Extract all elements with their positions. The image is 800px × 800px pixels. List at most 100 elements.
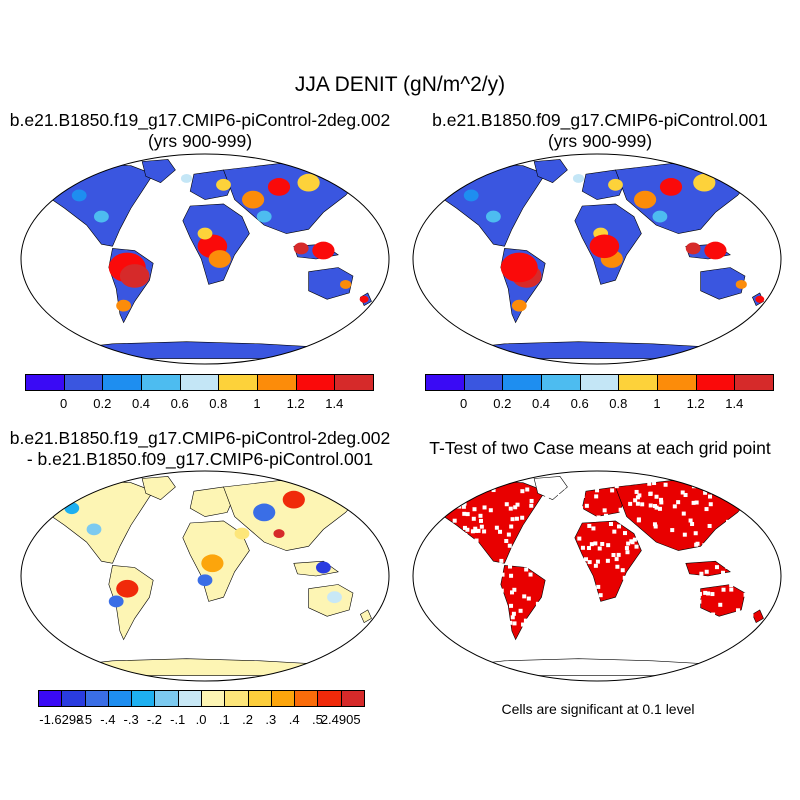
map-border bbox=[412, 153, 782, 365]
colorbar-label: -.4 bbox=[100, 712, 116, 727]
nonsignificant-cell bbox=[648, 503, 653, 508]
data-hotspot bbox=[634, 190, 657, 209]
nonsignificant-cell bbox=[577, 493, 582, 498]
nonsignificant-cell bbox=[677, 575, 682, 580]
nonsignificant-cell bbox=[463, 546, 468, 551]
nonsignificant-cell bbox=[467, 547, 472, 552]
nonsignificant-cell bbox=[716, 542, 721, 547]
nonsignificant-cell bbox=[549, 578, 554, 583]
nonsignificant-cell bbox=[461, 490, 466, 495]
nonsignificant-cell bbox=[596, 515, 601, 520]
colorbar-swatch bbox=[734, 374, 774, 391]
nonsignificant-cell bbox=[598, 593, 603, 598]
nonsignificant-cell bbox=[479, 592, 484, 597]
nonsignificant-cell bbox=[634, 489, 639, 494]
nonsignificant-cell bbox=[436, 533, 441, 538]
nonsignificant-cell bbox=[655, 576, 660, 581]
nonsignificant-cell bbox=[455, 533, 460, 538]
continent-australia bbox=[308, 267, 354, 300]
nonsignificant-cell bbox=[537, 527, 542, 532]
nonsignificant-cell bbox=[591, 526, 596, 531]
colorbar-swatch bbox=[141, 374, 181, 391]
nonsignificant-cell bbox=[488, 481, 493, 486]
nonsignificant-cell bbox=[735, 608, 740, 613]
data-hotspot bbox=[652, 210, 668, 223]
nonsignificant-cell bbox=[512, 561, 517, 566]
nonsignificant-cell bbox=[699, 571, 704, 576]
nonsignificant-cell bbox=[460, 618, 465, 623]
nonsignificant-cell bbox=[683, 493, 688, 498]
nonsignificant-cell bbox=[474, 538, 479, 543]
colorbar-swatch bbox=[579, 374, 620, 391]
nonsignificant-cell bbox=[455, 499, 460, 504]
nonsignificant-cell bbox=[593, 563, 598, 568]
nonsignificant-cell bbox=[634, 544, 639, 549]
continent-northAmerica bbox=[45, 163, 154, 247]
nonsignificant-cell bbox=[525, 487, 530, 492]
nonsignificant-cell bbox=[539, 533, 544, 538]
data-hotspot bbox=[197, 574, 213, 587]
nonsignificant-cell bbox=[697, 599, 702, 604]
nonsignificant-cell bbox=[633, 498, 638, 503]
panel-title-diff: b.e21.B1850.f19_g17.CMIP6-piControl-2deg… bbox=[0, 428, 400, 470]
nonsignificant-cell bbox=[509, 524, 514, 529]
data-hotspot bbox=[297, 173, 320, 192]
nonsignificant-cell bbox=[577, 536, 582, 541]
data-hotspot bbox=[119, 264, 150, 288]
nonsignificant-cell bbox=[648, 491, 653, 496]
nonsignificant-cell bbox=[548, 532, 553, 537]
data-hotspot bbox=[685, 242, 701, 255]
panel-title-line: T-Test of two Case means at each grid po… bbox=[429, 438, 771, 458]
nonsignificant-cell bbox=[654, 494, 659, 499]
nonsignificant-cell bbox=[479, 524, 484, 529]
nonsignificant-cell bbox=[573, 584, 578, 589]
nonsignificant-cell bbox=[620, 568, 625, 573]
nonsignificant-cell bbox=[691, 500, 696, 505]
nonsignificant-cell bbox=[541, 484, 546, 489]
data-hotspot bbox=[256, 210, 272, 223]
nonsignificant-cell bbox=[609, 603, 614, 608]
nonsignificant-cell bbox=[511, 611, 516, 616]
nonsignificant-cell bbox=[558, 597, 563, 602]
nonsignificant-cell bbox=[504, 502, 509, 507]
nonsignificant-cell bbox=[550, 540, 555, 545]
nonsignificant-cell bbox=[640, 502, 645, 507]
data-hotspot bbox=[735, 280, 747, 289]
colorbar-swatch bbox=[224, 690, 249, 707]
nonsignificant-cell bbox=[589, 602, 594, 607]
data-hotspot bbox=[116, 299, 131, 312]
nonsignificant-cell bbox=[524, 532, 529, 537]
nonsignificant-cell bbox=[523, 627, 528, 632]
nonsignificant-cell bbox=[487, 480, 492, 485]
nonsignificant-cell bbox=[465, 512, 470, 517]
nonsignificant-cell bbox=[589, 542, 594, 547]
nonsignificant-cell bbox=[508, 506, 513, 511]
nonsignificant-cell bbox=[522, 623, 527, 628]
nonsignificant-cell bbox=[595, 559, 600, 564]
nonsignificant-cell bbox=[434, 547, 439, 552]
nonsignificant-cell bbox=[652, 522, 657, 527]
colorbar-swatch bbox=[201, 690, 226, 707]
nonsignificant-cell bbox=[752, 481, 757, 486]
nonsignificant-cell bbox=[610, 488, 615, 493]
nonsignificant-cell bbox=[546, 514, 551, 519]
nonsignificant-cell bbox=[733, 572, 738, 577]
nonsignificant-cell bbox=[756, 497, 761, 502]
data-hotspot bbox=[201, 554, 224, 573]
nonsignificant-cell bbox=[603, 513, 608, 518]
continent-northAmerica bbox=[437, 163, 546, 247]
nonsignificant-cell bbox=[659, 497, 664, 502]
colorbar-label: 1.4 bbox=[325, 396, 344, 411]
nonsignificant-cell bbox=[748, 481, 753, 486]
nonsignificant-cell bbox=[508, 564, 513, 569]
nonsignificant-cell bbox=[445, 604, 450, 609]
nonsignificant-cell bbox=[451, 535, 456, 540]
nonsignificant-cell bbox=[748, 599, 753, 604]
nonsignificant-cell bbox=[477, 588, 482, 593]
colorbar-label: .4 bbox=[288, 712, 300, 727]
data-hotspot bbox=[340, 280, 352, 289]
colorbar-swatch bbox=[257, 374, 297, 391]
nonsignificant-cell bbox=[703, 590, 708, 595]
nonsignificant-cell bbox=[664, 583, 669, 588]
nonsignificant-cell bbox=[557, 502, 562, 507]
